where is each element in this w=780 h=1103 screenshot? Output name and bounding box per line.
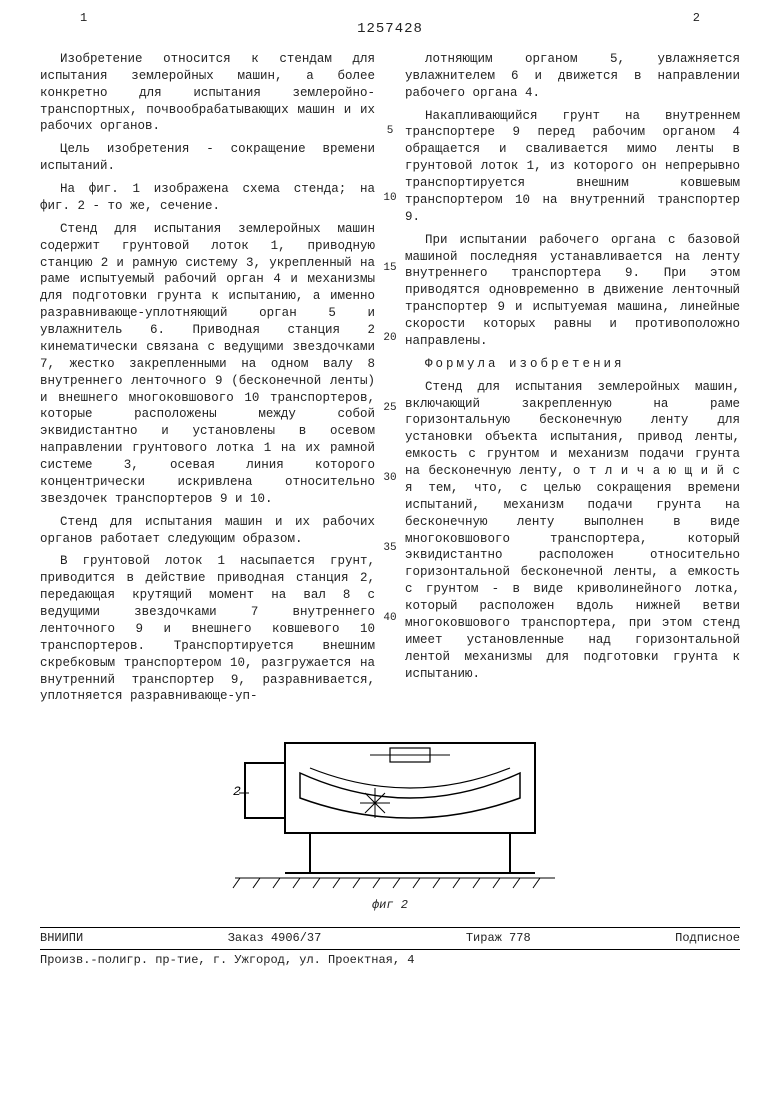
footer-org: ВНИИПИ [40,930,83,946]
line-number: 10 [380,191,400,206]
line-number: 40 [380,611,400,626]
paragraph: Стенд для испытания землеройных машин, в… [405,379,740,683]
paragraph: лотняющим органом 5, увлажняется увлажни… [405,51,740,102]
line-number: 15 [380,261,400,276]
footer-tirazh: Тираж 778 [466,930,531,946]
figure-2: 2 фиг 2 [40,723,740,913]
paragraph: В грунтовой лоток 1 насыпается грунт, пр… [40,553,375,705]
footer-podpis: Подписное [675,930,740,946]
line-number: 25 [380,401,400,416]
paragraph: При испытании рабочего органа с базовой … [405,232,740,350]
line-number: 20 [380,331,400,346]
footer-address: Произв.-полигр. пр-тие, г. Ужгород, ул. … [40,949,740,968]
document-number: 1257428 [40,20,740,39]
footer: ВНИИПИ Заказ 4906/37 Тираж 778 Подписное… [40,927,740,967]
paragraph: Стенд для испытания машин и их рабочих о… [40,514,375,548]
footer-order: Заказ 4906/37 [228,930,322,946]
figure-2-drawing: 2 [215,723,565,893]
page-number-right: 2 [693,10,700,26]
line-number: 35 [380,541,400,556]
page-number-left: 1 [80,10,87,26]
paragraph: Цель изобретения - сокращение времени ис… [40,141,375,175]
paragraph: Накапливающийся грунт на внутреннем тран… [405,108,740,226]
paragraph: Изобретение относится к стендам для испы… [40,51,375,135]
figure-caption: фиг 2 [40,897,740,913]
paragraph: Стенд для испытания землеройных машин со… [40,221,375,508]
left-column: Изобретение относится к стендам для испы… [40,51,375,711]
right-column: лотняющим органом 5, увлажняется увлажни… [405,51,740,711]
line-number: 30 [380,471,400,486]
figure-label-2: 2 [233,784,241,799]
formula-heading: Формула изобретения [405,356,740,373]
line-number: 5 [380,124,400,139]
paragraph: На фиг. 1 изображена схема стенда; на фи… [40,181,375,215]
text-columns: 5 10 15 20 25 30 35 40 Изобретение относ… [40,51,740,711]
